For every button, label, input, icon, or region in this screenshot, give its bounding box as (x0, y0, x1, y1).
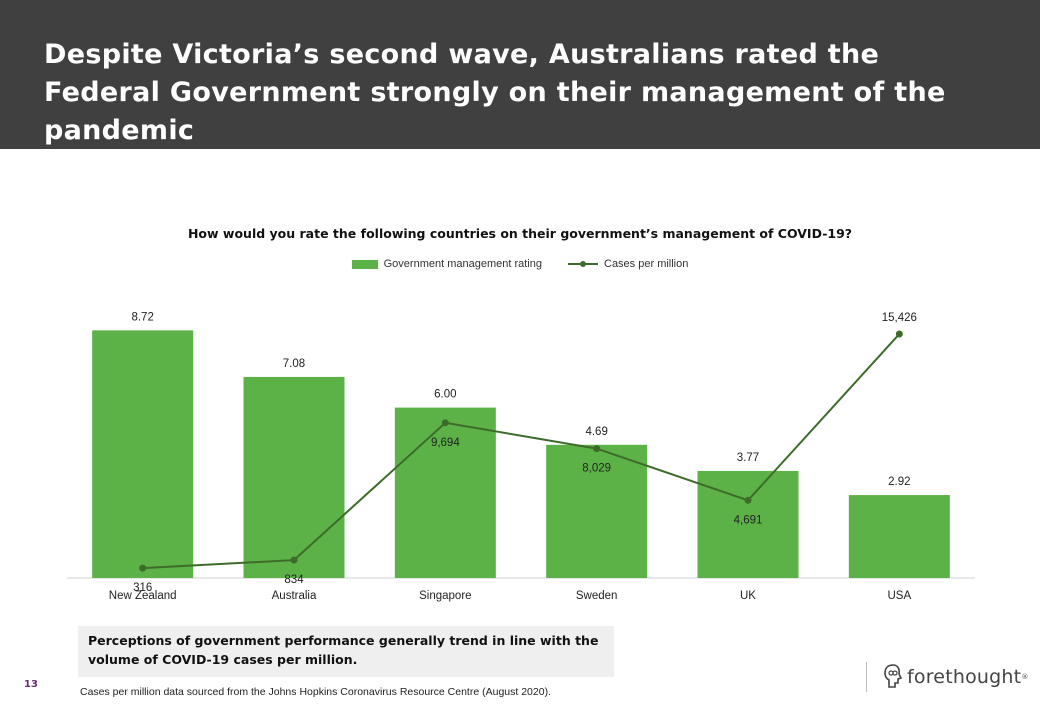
legend-label-rating: Government management rating (383, 258, 542, 270)
bar-value-label: 6.00 (434, 389, 456, 401)
x-tick-label: USA (888, 590, 912, 602)
logo-registered-mark: ® (1021, 673, 1029, 681)
cases-value-label: 834 (284, 574, 304, 586)
logo-text: forethought (907, 666, 1022, 688)
page-number: 13 (24, 679, 38, 690)
source-note: Cases per million data sourced from the … (80, 686, 551, 698)
bar-value-label: 8.72 (131, 311, 153, 323)
cases-point (593, 445, 601, 453)
bar-usa (848, 495, 950, 578)
cases-value-label: 9,694 (431, 437, 460, 449)
x-tick-label: Sweden (576, 590, 618, 602)
bar-value-label: 7.08 (283, 358, 305, 370)
x-tick-label: Singapore (419, 590, 471, 602)
cases-value-label: 15,426 (882, 312, 917, 324)
cases-value-label: 8,029 (582, 463, 611, 475)
cases-line (142, 333, 901, 570)
slide-title: Despite Victoria’s second wave, Australi… (44, 39, 946, 146)
cases-point (139, 564, 147, 572)
chart-legend: Government management rating Cases per m… (0, 258, 1040, 270)
title-banner: Despite Victoria’s second wave, Australi… (0, 0, 1040, 149)
legend-item-cases: Cases per million (568, 258, 688, 270)
cases-point (744, 496, 752, 504)
legend-swatch-bar (351, 259, 378, 269)
combo-chart: 8.72 New Zealand 7.08 Australia 6.00 Singapor… (67, 311, 975, 602)
legend-swatch-line (568, 259, 598, 269)
legend-item-rating: Government management rating (351, 258, 542, 270)
x-tick-label: Australia (272, 590, 317, 602)
head-icon (884, 664, 903, 688)
logo-divider (866, 662, 867, 692)
legend-label-cases: Cases per million (604, 258, 689, 270)
forethought-logo: forethought ® (866, 662, 1028, 692)
bar-sweden (546, 444, 648, 578)
bar-value-label: 2.92 (888, 476, 910, 488)
cases-value-label: 316 (133, 582, 152, 594)
cases-point (895, 330, 903, 338)
bar-value-label: 4.69 (585, 426, 607, 438)
chart-title: How would you rate the following countri… (187, 226, 853, 241)
bar-value-label: 3.77 (737, 452, 759, 464)
cases-point (441, 419, 449, 427)
cases-point (290, 556, 298, 564)
bar-australia (243, 376, 345, 578)
bar-new-zealand (92, 330, 194, 578)
x-tick-label: UK (740, 590, 756, 602)
cases-value-label: 4,691 (734, 514, 763, 526)
callout-box: Perceptions of government performance ge… (78, 626, 614, 677)
x-tick-label: New Zealand (109, 590, 177, 602)
bar-singapore (394, 407, 496, 578)
